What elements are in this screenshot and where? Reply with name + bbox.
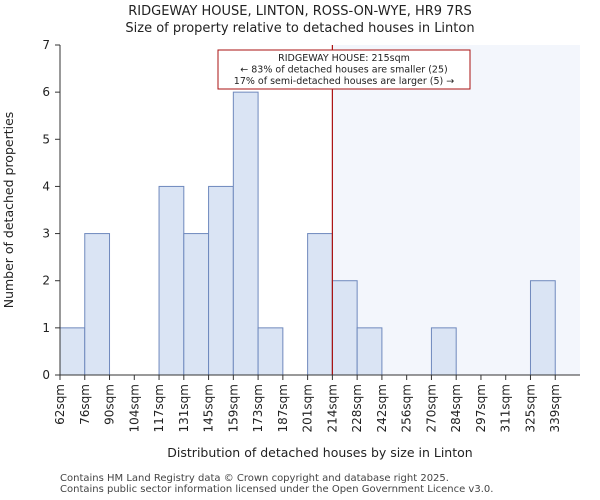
x-tick-label: 90sqm [103, 384, 117, 425]
bar-117sqm [158, 185, 185, 376]
x-tick-label: 76sqm [78, 384, 92, 425]
footer-licence: Contains public sector information licen… [60, 484, 494, 495]
bar-159sqm [232, 91, 259, 376]
x-tick-label: 228sqm [350, 384, 364, 432]
chart-title: Size of property relative to detached ho… [125, 21, 475, 36]
x-tick-label: 62sqm [53, 384, 67, 425]
chart-title-address: RIDGEWAY HOUSE, LINTON, ROSS-ON-WYE, HR9… [128, 4, 472, 19]
y-tick-label: 4 [42, 179, 50, 193]
bar-325sqm [529, 280, 556, 376]
x-axis-label: Distribution of detached houses by size … [167, 445, 472, 460]
annotation-line-1: RIDGEWAY HOUSE: 215sqm [278, 53, 410, 64]
annotation-line-3: 17% of semi-detached houses are larger (… [234, 76, 454, 87]
y-axis-label: Number of detached properties [1, 112, 16, 309]
x-tick-label: 201sqm [301, 384, 315, 432]
bar-214sqm [331, 280, 358, 376]
x-tick-label: 145sqm [202, 384, 216, 432]
y-tick-label: 6 [42, 85, 50, 99]
x-tick-label: 270sqm [424, 384, 438, 432]
bar-131sqm [183, 233, 210, 376]
bar-145sqm [208, 185, 234, 376]
x-tick-label: 284sqm [449, 384, 463, 432]
x-tick-label: 187sqm [276, 384, 290, 432]
bar-62sqm [59, 327, 86, 376]
x-tick-label: 104sqm [127, 384, 141, 432]
annotation-box: RIDGEWAY HOUSE: 215sqm ← 83% of detached… [217, 49, 471, 90]
y-tick-label: 5 [42, 132, 50, 146]
x-tick-label: 325sqm [523, 384, 537, 432]
x-tick-label: 173sqm [251, 384, 265, 432]
x-tick-label: 117sqm [152, 384, 166, 432]
footer-copyright: Contains HM Land Registry data © Crown c… [60, 473, 449, 484]
annotation-line-2: ← 83% of detached houses are smaller (25… [240, 65, 447, 76]
x-tick-label: 339sqm [548, 384, 562, 432]
bar-270sqm [430, 327, 457, 376]
bar-228sqm [356, 327, 383, 376]
bar-173sqm [257, 327, 284, 376]
x-tick-label: 256sqm [400, 384, 414, 432]
x-tick-label: 311sqm [499, 384, 513, 432]
y-tick-label: 0 [42, 368, 50, 382]
y-tick-label: 1 [42, 321, 50, 335]
y-tick-label: 3 [42, 227, 50, 241]
y-tick-label: 2 [42, 274, 50, 288]
bar-201sqm [307, 233, 333, 376]
bar-76sqm [84, 233, 111, 376]
y-tick-label: 7 [42, 38, 50, 52]
x-tick-label: 297sqm [474, 384, 488, 432]
x-tick-label: 131sqm [177, 384, 191, 432]
x-tick-label: 214sqm [325, 384, 339, 432]
x-tick-label: 242sqm [375, 384, 389, 432]
x-tick-label: 159sqm [226, 384, 240, 432]
